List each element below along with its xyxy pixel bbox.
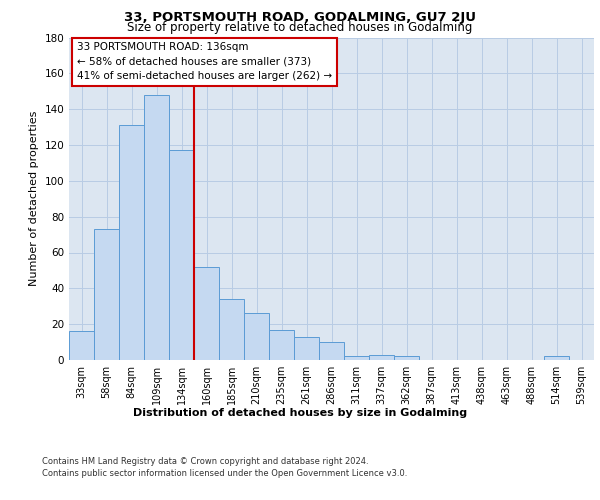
Bar — [294, 336, 319, 360]
Bar — [119, 126, 144, 360]
Bar — [244, 314, 269, 360]
Bar — [194, 267, 219, 360]
Bar — [144, 95, 169, 360]
Text: Size of property relative to detached houses in Godalming: Size of property relative to detached ho… — [127, 22, 473, 35]
Bar — [319, 342, 344, 360]
Bar — [544, 356, 569, 360]
Bar — [369, 354, 394, 360]
Text: Distribution of detached houses by size in Godalming: Distribution of detached houses by size … — [133, 408, 467, 418]
Bar — [169, 150, 194, 360]
Text: Contains public sector information licensed under the Open Government Licence v3: Contains public sector information licen… — [42, 469, 407, 478]
Bar — [219, 299, 244, 360]
Text: 33, PORTSMOUTH ROAD, GODALMING, GU7 2JU: 33, PORTSMOUTH ROAD, GODALMING, GU7 2JU — [124, 11, 476, 24]
Text: Contains HM Land Registry data © Crown copyright and database right 2024.: Contains HM Land Registry data © Crown c… — [42, 458, 368, 466]
Text: 33 PORTSMOUTH ROAD: 136sqm
← 58% of detached houses are smaller (373)
41% of sem: 33 PORTSMOUTH ROAD: 136sqm ← 58% of deta… — [77, 42, 332, 81]
Bar — [344, 356, 369, 360]
Bar — [94, 229, 119, 360]
Bar — [394, 356, 419, 360]
Y-axis label: Number of detached properties: Number of detached properties — [29, 111, 39, 286]
Bar — [269, 330, 294, 360]
Bar — [69, 332, 94, 360]
